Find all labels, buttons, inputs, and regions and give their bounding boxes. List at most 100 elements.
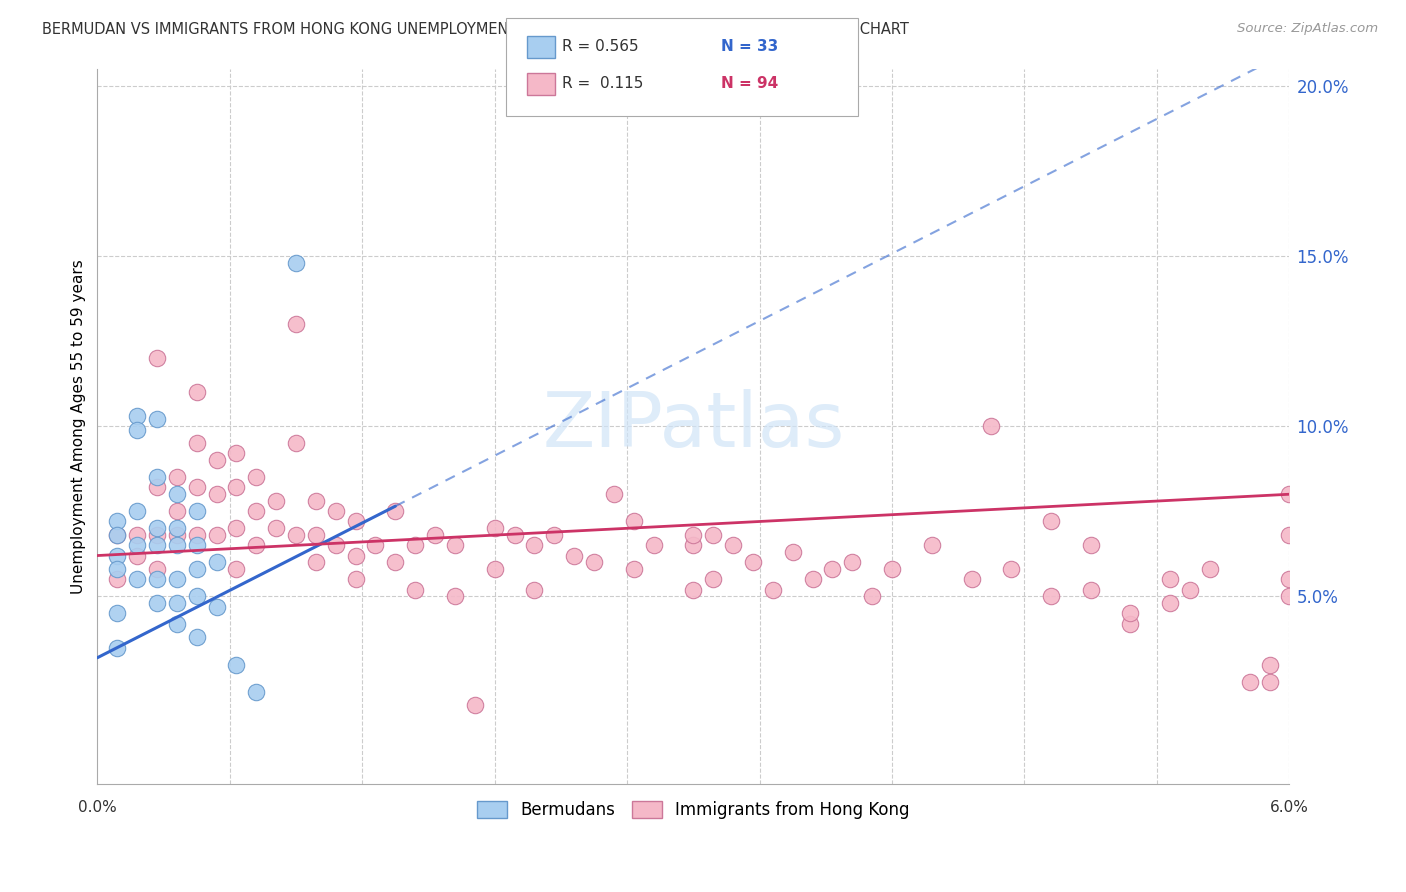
Point [146, 573, 169, 587]
Point [245, 504, 267, 518]
Point [702, 528, 724, 542]
Point [1258, 657, 1281, 672]
Point [305, 528, 328, 542]
Point [1080, 582, 1102, 597]
Point [166, 504, 188, 518]
Point [166, 528, 188, 542]
Point [285, 436, 308, 450]
Point [105, 549, 128, 563]
Point [305, 555, 328, 569]
Point [762, 582, 785, 597]
Point [105, 607, 128, 621]
Point [1278, 573, 1301, 587]
Point [1000, 562, 1022, 576]
Point [484, 521, 506, 535]
Point [146, 412, 169, 426]
Point [245, 538, 267, 552]
Point [264, 521, 287, 535]
Point [523, 538, 546, 552]
Point [1199, 562, 1222, 576]
Text: 6.0%: 6.0% [1270, 799, 1309, 814]
Point [127, 549, 149, 563]
Point [105, 528, 128, 542]
Text: Source: ZipAtlas.com: Source: ZipAtlas.com [1237, 22, 1378, 36]
Point [682, 528, 704, 542]
Point [105, 528, 128, 542]
Point [1080, 538, 1102, 552]
Point [543, 528, 565, 542]
Point [325, 504, 347, 518]
Point [444, 538, 467, 552]
Point [146, 351, 169, 365]
Text: R = 0.565: R = 0.565 [562, 39, 638, 54]
Point [1119, 607, 1142, 621]
Point [423, 528, 446, 542]
Point [205, 528, 228, 542]
Point [186, 562, 208, 576]
Point [105, 562, 128, 576]
Point [127, 573, 149, 587]
Point [127, 528, 149, 542]
Point [146, 562, 169, 576]
Point [127, 538, 149, 552]
Y-axis label: Unemployment Among Ages 55 to 59 years: Unemployment Among Ages 55 to 59 years [72, 259, 86, 593]
Point [205, 453, 228, 467]
Point [146, 480, 169, 494]
Point [1039, 590, 1062, 604]
Point [166, 616, 188, 631]
Legend: Bermudans, Immigrants from Hong Kong: Bermudans, Immigrants from Hong Kong [471, 794, 917, 825]
Point [821, 562, 844, 576]
Point [146, 521, 169, 535]
Point [344, 515, 367, 529]
Point [344, 573, 367, 587]
Point [523, 582, 546, 597]
Point [166, 538, 188, 552]
Text: BERMUDAN VS IMMIGRANTS FROM HONG KONG UNEMPLOYMENT AMONG AGES 55 TO 59 YEARS COR: BERMUDAN VS IMMIGRANTS FROM HONG KONG UN… [42, 22, 910, 37]
Point [1278, 528, 1301, 542]
Point [205, 599, 228, 614]
Point [682, 582, 704, 597]
Text: 0.0%: 0.0% [77, 799, 117, 814]
Point [801, 573, 824, 587]
Point [503, 528, 526, 542]
Point [186, 480, 208, 494]
Point [643, 538, 665, 552]
Point [562, 549, 585, 563]
Point [127, 423, 149, 437]
Point [702, 573, 724, 587]
Point [384, 555, 406, 569]
Point [484, 562, 506, 576]
Text: N = 94: N = 94 [721, 77, 779, 91]
Point [325, 538, 347, 552]
Point [285, 255, 308, 269]
Point [146, 470, 169, 484]
Point [225, 446, 247, 460]
Point [623, 562, 645, 576]
Text: ZIPatlas: ZIPatlas [543, 389, 845, 463]
Point [880, 562, 903, 576]
Point [105, 515, 128, 529]
Point [404, 538, 426, 552]
Point [721, 538, 744, 552]
Point [960, 573, 983, 587]
Point [166, 596, 188, 610]
Point [285, 317, 308, 331]
Point [682, 538, 704, 552]
Point [127, 409, 149, 423]
Point [841, 555, 863, 569]
Point [742, 555, 765, 569]
Point [305, 494, 328, 508]
Point [285, 528, 308, 542]
Point [404, 582, 426, 597]
Point [1119, 616, 1142, 631]
Point [186, 528, 208, 542]
Point [146, 596, 169, 610]
Point [186, 538, 208, 552]
Point [1278, 590, 1301, 604]
Point [603, 487, 626, 501]
Text: R =  0.115: R = 0.115 [562, 77, 644, 91]
Point [146, 538, 169, 552]
Point [205, 555, 228, 569]
Point [225, 657, 247, 672]
Point [105, 640, 128, 655]
